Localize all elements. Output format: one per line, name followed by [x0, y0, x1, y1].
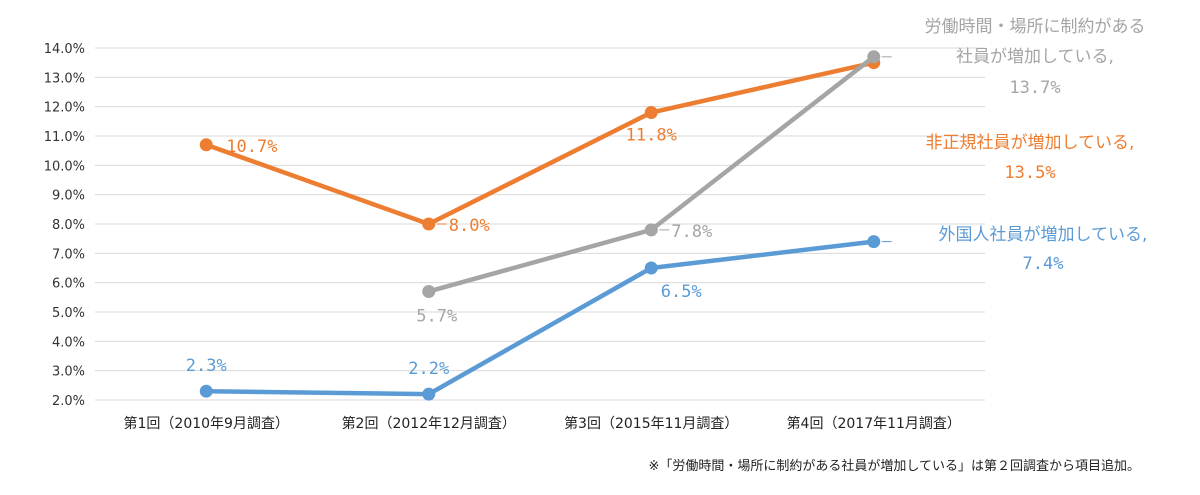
y-tick-label: 6.0% — [52, 277, 85, 292]
series-line — [206, 239, 875, 397]
data-point — [422, 387, 436, 401]
y-tick-label: 11.0% — [44, 130, 85, 145]
x-category-label: 第3回（2015年11月調査） — [564, 415, 738, 432]
data-point — [422, 217, 436, 231]
series-lines — [199, 50, 881, 401]
footnote: ※「労働時間・場所に制約がある社員が増加している」は第２回調査から項目追加。 — [648, 458, 1140, 474]
data-label: 8.0% — [449, 216, 490, 236]
data-label: 10.7% — [226, 137, 277, 157]
data-label: 2.3% — [186, 356, 227, 376]
series-name-label: 労働時間・場所に制約がある — [925, 17, 1146, 37]
y-tick-label: 7.0% — [52, 247, 85, 262]
y-tick-label: 12.0% — [44, 101, 85, 116]
series-end-value: 13.7% — [1009, 78, 1060, 98]
series-name-label: 非正規社員が増加している, — [926, 133, 1135, 153]
x-category-label: 第1回（2010年9月調査） — [124, 415, 289, 432]
series-line — [205, 60, 875, 227]
data-point — [867, 50, 881, 64]
y-tick-label: 3.0% — [52, 365, 85, 380]
data-point — [644, 223, 658, 237]
data-label: 11.8% — [626, 126, 677, 146]
data-point — [644, 261, 658, 275]
series-end-value: 7.4% — [1023, 254, 1064, 274]
data-label: 5.7% — [416, 306, 457, 326]
y-tick-label: 9.0% — [52, 189, 85, 204]
data-point — [199, 138, 213, 152]
data-label: 7.8% — [671, 222, 712, 242]
grid-lines — [95, 47, 985, 401]
x-axis-categories: 第1回（2010年9月調査） 第2回（2012年12月調査） 第3回（2015年11… — [124, 415, 961, 432]
y-axis-ticks: 2.0% 3.0% 4.0% 5.0% 6.0% 7.0% 8.0% 9.0% 10.0% 11.… — [44, 42, 85, 409]
data-point — [644, 106, 658, 120]
x-category-label: 第4回（2017年11月調査） — [787, 415, 961, 432]
y-tick-label: 5.0% — [52, 306, 85, 321]
y-tick-label: 8.0% — [52, 218, 85, 233]
y-tick-label: 10.0% — [44, 159, 85, 174]
y-tick-label: 2.0% — [52, 394, 85, 409]
data-point — [422, 284, 436, 298]
y-tick-label: 4.0% — [52, 335, 85, 350]
y-tick-label: 14.0% — [44, 42, 85, 57]
y-tick-label: 13.0% — [44, 71, 85, 86]
data-label: 2.2% — [408, 359, 449, 379]
data-labels: 10.7% 8.0% 11.8% 5.7% 7.8% 2.3% 2.2% 6.5% 非正規社員が… — [186, 17, 1148, 379]
series-name-label: 社員が増加している, — [956, 47, 1114, 67]
series-line — [428, 55, 876, 294]
series-end-value: 13.5% — [1004, 163, 1055, 183]
data-label: 6.5% — [661, 282, 702, 302]
data-point — [867, 235, 881, 249]
series-name-label: 外国人社員が増加している, — [939, 225, 1148, 245]
data-point — [199, 384, 213, 398]
x-category-label: 第2回（2012年12月調査） — [342, 415, 516, 432]
